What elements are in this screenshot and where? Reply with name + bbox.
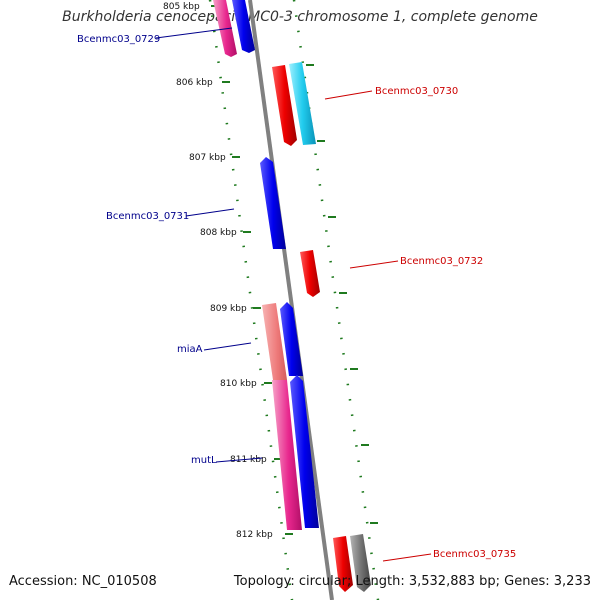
gene-bcenmc03-0730-red[interactable] — [272, 65, 297, 146]
tick-label-809: 809 kbp — [210, 304, 247, 314]
leader-mutl — [215, 457, 263, 463]
gene-label-miaa[interactable]: miaA — [177, 344, 203, 355]
gene-label-0729[interactable]: Bcenmc03_0729 — [77, 34, 160, 45]
gene-bcenmc03-0730-cyan[interactable] — [289, 62, 316, 145]
gene-bcenmc03-0731[interactable] — [260, 157, 286, 249]
gene-bcenmc03-0732[interactable] — [300, 250, 320, 297]
leader-0729 — [155, 27, 233, 39]
outer-track-ticks — [306, 64, 378, 524]
gene-miaa-region[interactable] — [262, 303, 287, 380]
gene-mutl-region[interactable] — [272, 380, 302, 530]
tick-label-808: 808 kbp — [200, 228, 237, 238]
map-title: Burkholderia cenocepacia MC0-3 chromosom… — [62, 9, 538, 25]
tick-label-810: 810 kbp — [220, 379, 257, 389]
leader-0731 — [185, 208, 235, 217]
tick-label-811: 811 kbp — [230, 455, 267, 465]
gene-bcenmc03-0735-gray[interactable] — [350, 534, 371, 592]
topology-label: Topology: circular; Length: 3,532,883 bp… — [233, 574, 591, 589]
gene-label-mutl[interactable]: mutL — [191, 455, 217, 466]
gene-label-0732[interactable]: Bcenmc03_0732 — [400, 256, 483, 267]
gene-label-0731[interactable]: Bcenmc03_0731 — [106, 211, 189, 222]
tick-label-812: 812 kbp — [236, 530, 273, 540]
leader-miaa — [203, 342, 252, 351]
tick-label-805: 805 kbp — [163, 2, 200, 12]
leader-0732 — [349, 260, 399, 269]
tick-label-806: 806 kbp — [176, 78, 213, 88]
accession-label: Accession: NC_010508 — [9, 574, 157, 589]
leader-0735 — [382, 553, 432, 562]
gene-bcenmc03-0735-red[interactable] — [333, 536, 353, 592]
gene-mutl[interactable] — [290, 375, 319, 528]
gene-label-0735[interactable]: Bcenmc03_0735 — [433, 549, 516, 560]
genome-backbone — [248, 0, 334, 600]
gene-bcenmc03-0729-blue[interactable] — [232, 0, 255, 53]
gene-label-0730[interactable]: Bcenmc03_0730 — [375, 86, 458, 97]
gene-miaa[interactable] — [280, 302, 303, 376]
leader-0730 — [324, 90, 373, 100]
tick-label-807: 807 kbp — [189, 153, 226, 163]
